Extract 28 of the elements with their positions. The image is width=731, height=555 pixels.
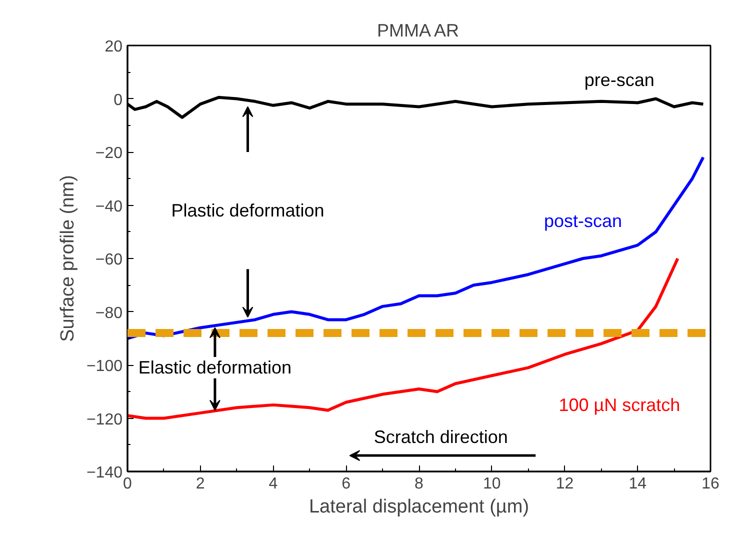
y-tick-label: −100 [86,358,123,375]
series-label: pre-scan [584,70,654,90]
annotation: Plastic deformation [171,200,324,221]
y-tick-label: −20 [95,145,123,162]
x-axis-title: Lateral displacement (µm) [308,496,530,518]
x-tick-label: 16 [702,476,720,492]
y-axis-title: Surface profile (nm) [57,175,78,342]
line-series [128,156,705,340]
x-tick-label: 4 [268,476,278,492]
y-tick-label: −60 [95,252,123,268]
chart-title: PMMA AR [376,20,460,40]
y-tick-label: 0 [114,92,123,109]
y-tick-label: 20 [104,38,123,56]
series-label: post-scan [544,211,622,232]
annotation: Elastic deformation [138,358,292,378]
y-tick-label: −80 [95,304,123,322]
x-tick-label: 14 [628,476,647,492]
y-tick-label: −140 [86,464,123,482]
annotation: Scratch direction [374,426,508,447]
x-tick-label: 2 [196,476,205,492]
x-tick-label: 8 [414,476,424,492]
text: 100 µN scratch [558,394,680,415]
line-series [128,257,680,420]
y-tick-label: −40 [95,198,123,216]
y-tick-label: −120 [86,411,123,428]
x-tick-label: 6 [342,476,351,492]
x-tick-label: 10 [482,476,501,492]
x-tick-label: 12 [556,476,574,492]
